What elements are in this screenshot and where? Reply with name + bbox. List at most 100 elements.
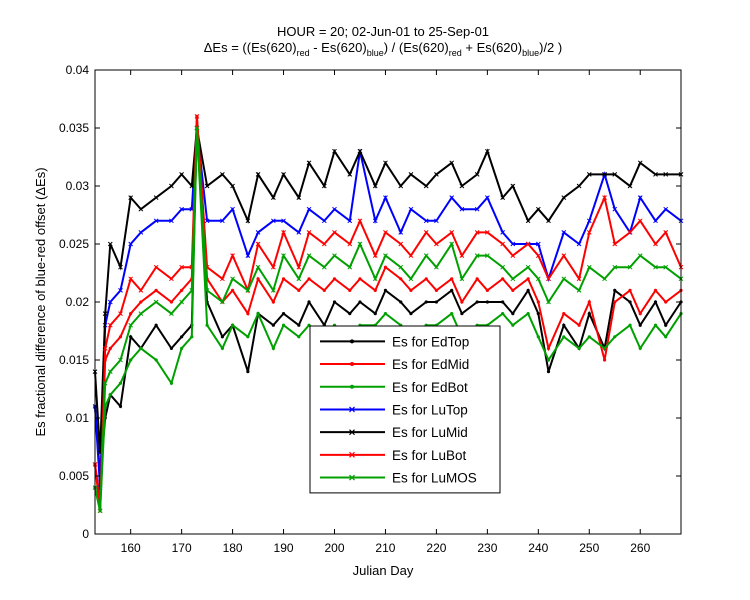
chart-title-line1: HOUR = 20; 02-Jun-01 to 25-Sep-01: [277, 24, 489, 39]
data-point: [271, 300, 275, 304]
data-point: [245, 253, 251, 258]
y-tick-label: 0.015: [59, 353, 89, 367]
data-point: [602, 358, 607, 362]
data-point: [399, 277, 403, 281]
data-point: [511, 288, 515, 292]
data-point: [511, 312, 515, 316]
x-tick-label: 200: [324, 541, 344, 555]
data-point: [383, 230, 388, 235]
data-point: [322, 288, 326, 292]
y-axis-label: Es fractional difference of blue-red off…: [33, 167, 48, 436]
data-point: [500, 264, 506, 270]
data-point: [332, 277, 337, 281]
data-point: [246, 370, 250, 374]
data-point: [485, 230, 490, 235]
legend-marker: [349, 429, 355, 436]
data-point: [408, 172, 414, 177]
data-point: [653, 323, 658, 327]
data-point: [449, 241, 455, 247]
data-point: [576, 288, 582, 293]
data-point: [637, 195, 643, 200]
data-point: [357, 241, 363, 247]
data-point: [628, 323, 632, 327]
legend-item: Es for LuMid: [320, 425, 468, 440]
data-point: [358, 300, 362, 304]
data-point: [638, 323, 642, 327]
data-point: [332, 253, 337, 258]
data-point: [383, 195, 388, 200]
data-point: [546, 370, 551, 374]
data-point: [245, 218, 251, 224]
data-point: [153, 264, 159, 270]
data-point: [220, 218, 225, 224]
data-point: [587, 312, 591, 316]
data-point: [561, 276, 567, 282]
data-point: [321, 183, 327, 189]
data-point: [434, 264, 439, 270]
data-point: [653, 218, 658, 224]
data-point: [562, 312, 566, 316]
data-point: [510, 276, 516, 282]
data-point: [129, 358, 133, 362]
data-point: [434, 288, 439, 292]
data-point: [230, 288, 235, 292]
legend-item: Es for EdBot: [320, 380, 468, 395]
legend-marker: [350, 362, 354, 367]
data-point: [348, 288, 352, 292]
data-point: [561, 253, 567, 258]
title-suffix: )/2 ): [539, 40, 562, 55]
data-point: [459, 276, 465, 282]
data-point: [602, 276, 607, 282]
x-axis-label: Julian Day: [353, 563, 414, 578]
data-point: [485, 195, 490, 200]
data-point: [546, 276, 551, 282]
data-point: [449, 195, 455, 200]
series-line: [94, 116, 682, 500]
data-point: [154, 288, 158, 292]
data-point: [526, 277, 530, 281]
data-point: [500, 195, 506, 200]
data-point: [561, 230, 567, 235]
title-mid2: ) / (Es(620): [384, 40, 449, 55]
data-point: [423, 218, 429, 224]
data-point: [664, 300, 668, 304]
series-layer: [92, 114, 684, 514]
legend-label: Es for LuMid: [392, 425, 468, 440]
data-point: [383, 160, 388, 166]
y-tick-label: 0.03: [66, 179, 90, 193]
data-point: [306, 230, 312, 235]
x-tick-label: 210: [375, 541, 395, 555]
data-point: [154, 323, 158, 327]
data-point: [169, 218, 174, 224]
data-point: [245, 288, 251, 293]
x-tick-label: 180: [223, 541, 243, 555]
data-point: [107, 241, 113, 247]
data-point: [546, 299, 551, 305]
legend-marker: [349, 451, 355, 458]
chart-title-line2: ΔEs = ((Es(620)red - Es(620)blue) / (Es(…: [204, 40, 562, 58]
data-point: [357, 218, 363, 224]
data-point: [434, 218, 439, 224]
data-point: [562, 335, 566, 339]
data-point: [108, 346, 112, 350]
data-point: [153, 299, 159, 305]
legend-item: Es for LuBot: [320, 448, 467, 463]
data-point: [270, 218, 276, 224]
data-point: [321, 241, 327, 247]
x-tick-label: 160: [121, 541, 141, 555]
data-point: [587, 335, 591, 339]
data-point: [139, 300, 143, 304]
data-point: [118, 288, 123, 293]
data-point: [297, 335, 301, 339]
title-mid1: - Es(620): [310, 40, 367, 55]
data-point: [154, 358, 158, 362]
data-point: [357, 148, 363, 154]
data-point: [189, 288, 195, 293]
data-point: [307, 277, 311, 281]
data-point: [398, 230, 404, 235]
data-point: [271, 323, 275, 327]
series-6: [92, 114, 684, 514]
title-mid3: + Es(620): [462, 40, 522, 55]
data-point: [501, 277, 505, 281]
data-point: [424, 277, 428, 281]
